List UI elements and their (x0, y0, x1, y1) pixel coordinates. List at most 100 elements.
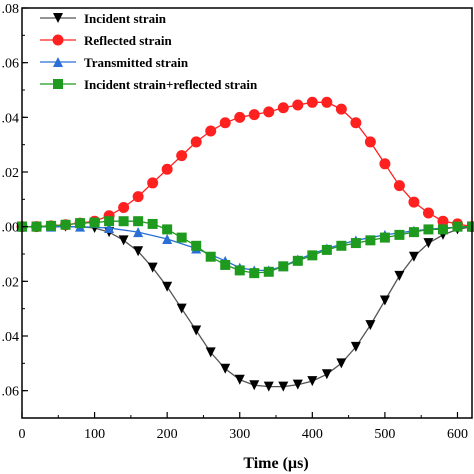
data-point (408, 251, 419, 262)
data-point (118, 216, 129, 227)
data-point (205, 125, 217, 137)
data-point (46, 220, 57, 231)
data-point (147, 262, 158, 273)
data-point (278, 381, 289, 392)
data-point (161, 163, 173, 175)
data-point (133, 216, 144, 227)
data-point (365, 320, 376, 331)
data-point (234, 265, 245, 276)
data-point (263, 106, 275, 118)
data-point (118, 202, 130, 214)
data-point (104, 223, 115, 234)
data-point (176, 303, 187, 314)
x-tick-label: 100 (84, 427, 105, 442)
data-point (467, 221, 474, 232)
data-point (321, 96, 333, 108)
data-point (437, 224, 448, 235)
data-point (220, 363, 231, 374)
series-3 (17, 216, 474, 279)
data-point (190, 136, 202, 148)
data-point (394, 270, 405, 281)
legend-marker (53, 79, 63, 89)
data-point (162, 233, 173, 244)
data-point (350, 117, 362, 129)
data-point (350, 341, 361, 352)
legend-marker (52, 34, 64, 46)
data-point (336, 240, 347, 251)
y-tick-label: .02 (2, 166, 20, 181)
y-tick-label: .08 (2, 2, 20, 17)
data-point (306, 96, 318, 108)
data-point (452, 221, 463, 232)
data-point (162, 281, 173, 292)
legend-item: Reflected strain (40, 33, 172, 48)
data-point (379, 232, 390, 243)
data-point (220, 259, 231, 270)
data-point (292, 255, 303, 266)
data-point (263, 266, 274, 277)
legend-marker (53, 13, 63, 23)
x-tick-label: 600 (447, 427, 468, 442)
data-point (379, 295, 390, 306)
data-point (191, 325, 202, 336)
data-point (133, 246, 144, 257)
y-tick-label: .04 (2, 330, 20, 345)
data-point (307, 376, 318, 387)
data-point (104, 216, 115, 227)
legend-item: Incident strain+reflected strain (40, 77, 258, 92)
series-line (22, 226, 473, 388)
legend-item: Incident strain (40, 11, 167, 26)
data-point (307, 250, 318, 261)
data-point (321, 244, 332, 255)
data-point (422, 207, 434, 219)
data-point (423, 238, 434, 249)
data-point (248, 109, 260, 121)
data-point (292, 379, 303, 390)
series-0 (17, 221, 474, 392)
data-point (176, 150, 188, 162)
x-tick-label: 0 (19, 427, 26, 442)
data-point (89, 217, 100, 228)
data-point (249, 268, 260, 279)
legend-label: Incident strain+reflected strain (84, 77, 258, 92)
data-point (147, 177, 159, 189)
x-tick-label: 300 (229, 427, 250, 442)
data-point (408, 196, 420, 208)
legend-item: Transmitted strain (40, 55, 189, 70)
data-point (393, 180, 405, 192)
data-point (147, 218, 158, 229)
data-point (321, 369, 332, 380)
series-line (22, 101, 473, 228)
data-point (350, 238, 361, 249)
data-point (205, 251, 216, 262)
x-tick-label: 200 (157, 427, 178, 442)
legend-marker (53, 57, 63, 67)
plot-frame (21, 7, 473, 419)
data-point (249, 380, 260, 391)
legend-label: Reflected strain (84, 33, 172, 48)
data-point (234, 111, 246, 123)
data-point (423, 224, 434, 235)
series-line (22, 220, 472, 274)
data-point (75, 218, 86, 229)
data-point (191, 240, 202, 251)
data-point (205, 347, 216, 358)
data-point (219, 117, 231, 129)
data-point (133, 227, 144, 238)
y-tick-label: .06 (2, 57, 20, 72)
data-point (277, 102, 289, 114)
x-axis-title: Time (µs) (243, 455, 308, 472)
legend-label: Transmitted strain (84, 55, 189, 70)
data-point (408, 227, 419, 238)
data-point (234, 374, 245, 385)
legend-label: Incident strain (84, 11, 167, 26)
data-point (364, 136, 376, 148)
y-tick-label: .04 (2, 111, 20, 126)
data-point (336, 358, 347, 369)
data-point (263, 381, 274, 392)
data-point (365, 235, 376, 246)
series-1 (16, 96, 474, 233)
data-point (132, 191, 144, 203)
data-point (176, 232, 187, 243)
